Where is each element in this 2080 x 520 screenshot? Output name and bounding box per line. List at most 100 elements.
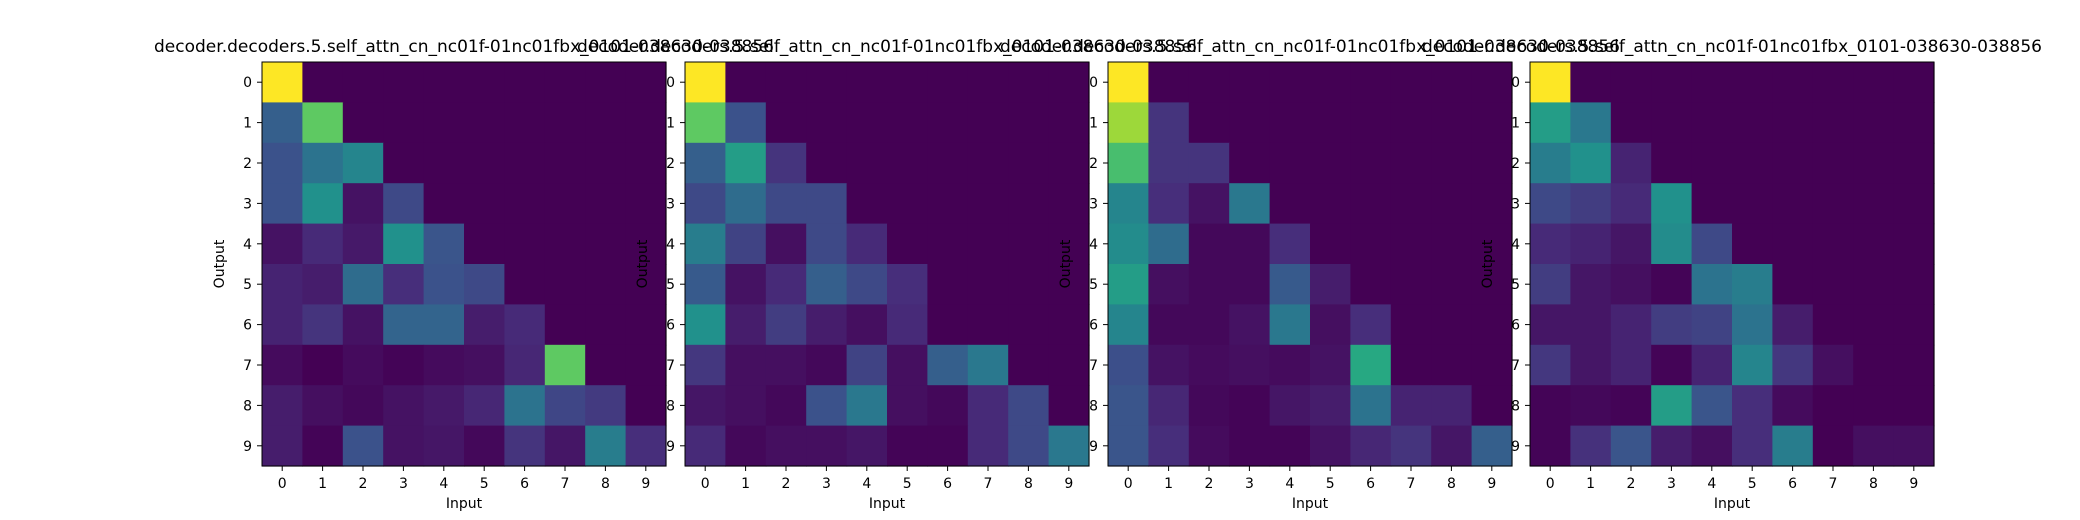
heatmap-cell	[887, 223, 928, 265]
heatmap-cell	[806, 183, 848, 225]
heatmap-cell	[1812, 102, 1854, 144]
x-tick-label: 6	[1788, 476, 1797, 492]
heatmap-cell	[383, 425, 425, 467]
heatmap-cell	[806, 264, 848, 305]
heatmap-cell	[1008, 264, 1050, 305]
heatmap-cell	[1229, 385, 1271, 427]
heatmap-cell	[1350, 425, 1392, 467]
heatmap-cell	[1188, 142, 1230, 184]
heatmap-cell	[262, 183, 303, 225]
y-tick-label: 4	[666, 237, 675, 253]
y-tick-label: 0	[243, 75, 252, 91]
heatmap-cell	[765, 142, 807, 184]
heatmap-cell	[1570, 385, 1612, 427]
heatmap-cell	[1310, 62, 1351, 103]
heatmap-cell	[1390, 425, 1432, 467]
heatmap-cell	[1772, 344, 1814, 386]
heatmap-panel-3: 0 1 2 3 4 5 6 7 8 9 0 1 2 3 4 5 6 7 8 9 Input Output decoder.d…	[1000, 37, 1620, 512]
y-tick-label: 6	[1089, 318, 1098, 334]
heatmap-cell	[1853, 385, 1895, 427]
heatmap-cell	[1048, 62, 1090, 103]
x-tick-label: 1	[1586, 476, 1595, 492]
heatmap-cell	[1772, 142, 1814, 184]
heatmap-cell	[1471, 264, 1513, 305]
x-tick-label: 6	[520, 476, 529, 492]
heatmap-cell	[1108, 183, 1149, 225]
chart-title: decoder.decoders.5.self_attn_cn_nc01f-01…	[1422, 37, 2042, 57]
x-tick-label: 5	[903, 476, 912, 492]
heatmap-cell	[1471, 425, 1513, 467]
heatmap-cell	[1732, 425, 1773, 467]
heatmap-cell	[1008, 385, 1050, 427]
heatmap-cell	[1229, 142, 1271, 184]
heatmap-cell	[585, 142, 627, 184]
heatmap-cell	[1651, 385, 1693, 427]
heatmap-cell	[302, 344, 344, 386]
y-tick-label: 3	[1511, 196, 1520, 212]
heatmap-cell	[887, 304, 928, 346]
heatmap-cell	[504, 223, 546, 265]
heatmap-cell	[1732, 304, 1773, 346]
heatmap-cell	[302, 425, 344, 467]
heatmap-cell	[725, 62, 767, 103]
heatmap-cell	[1048, 142, 1090, 184]
heatmap-cell	[685, 62, 726, 103]
x-tick-label: 3	[399, 476, 408, 492]
heatmap-cell	[1229, 304, 1271, 346]
heatmap-cell	[887, 425, 928, 467]
heatmap-cell	[1188, 344, 1230, 386]
heatmap-cell	[423, 344, 465, 386]
heatmap-cell	[1772, 183, 1814, 225]
heatmap-cell	[302, 102, 344, 144]
heatmap-cell	[967, 183, 1009, 225]
heatmap-cell	[1008, 223, 1050, 265]
heatmap-cell	[262, 62, 303, 103]
heatmap-cell	[1008, 304, 1050, 346]
heatmap-cell	[383, 62, 425, 103]
heatmap-cell	[544, 264, 586, 305]
heatmap-cell	[1048, 425, 1090, 467]
heatmap-cell	[765, 102, 807, 144]
heatmap-cell	[1691, 183, 1733, 225]
y-tick-label: 0	[1511, 75, 1520, 91]
heatmap-cell	[685, 264, 726, 305]
heatmap-cell	[685, 344, 726, 386]
heatmap-cell	[1350, 264, 1392, 305]
heatmap-cell	[504, 62, 546, 103]
heatmap-cell	[464, 142, 505, 184]
heatmap-cell	[423, 264, 465, 305]
heatmap-cell	[464, 62, 505, 103]
heatmap-cell	[1008, 425, 1050, 467]
heatmap-cell	[1853, 142, 1895, 184]
heatmap-cell	[927, 62, 969, 103]
heatmap-cell	[464, 102, 505, 144]
heatmap-cell	[544, 62, 586, 103]
heatmap-cell	[846, 223, 888, 265]
heatmap-cell	[887, 344, 928, 386]
y-tick-label: 0	[1089, 75, 1098, 91]
heatmap-cell	[1732, 183, 1773, 225]
heatmap-cell	[1610, 264, 1652, 305]
x-tick-label: 5	[1748, 476, 1757, 492]
heatmap-cell	[1812, 223, 1854, 265]
heatmap-cell	[846, 304, 888, 346]
heatmap-cell	[1853, 425, 1895, 467]
heatmap-cell	[585, 62, 627, 103]
heatmap-cell	[1772, 304, 1814, 346]
heatmap-cell	[423, 425, 465, 467]
heatmap-cell	[1691, 223, 1733, 265]
y-tick-label: 8	[666, 398, 675, 414]
heatmap-cell	[1732, 223, 1773, 265]
heatmap-cell	[1610, 425, 1652, 467]
y-tick-label: 3	[243, 196, 252, 212]
heatmap-cell	[302, 223, 344, 265]
heatmap-cell	[464, 264, 505, 305]
y-tick-label: 2	[1511, 156, 1520, 172]
heatmap-cell	[1570, 62, 1612, 103]
heatmap-cell	[1853, 344, 1895, 386]
heatmap-cell	[625, 304, 667, 346]
heatmap-cell	[1691, 425, 1733, 467]
heatmap-cell	[967, 304, 1009, 346]
heatmap-cell	[383, 264, 425, 305]
heatmap-cell	[342, 142, 384, 184]
